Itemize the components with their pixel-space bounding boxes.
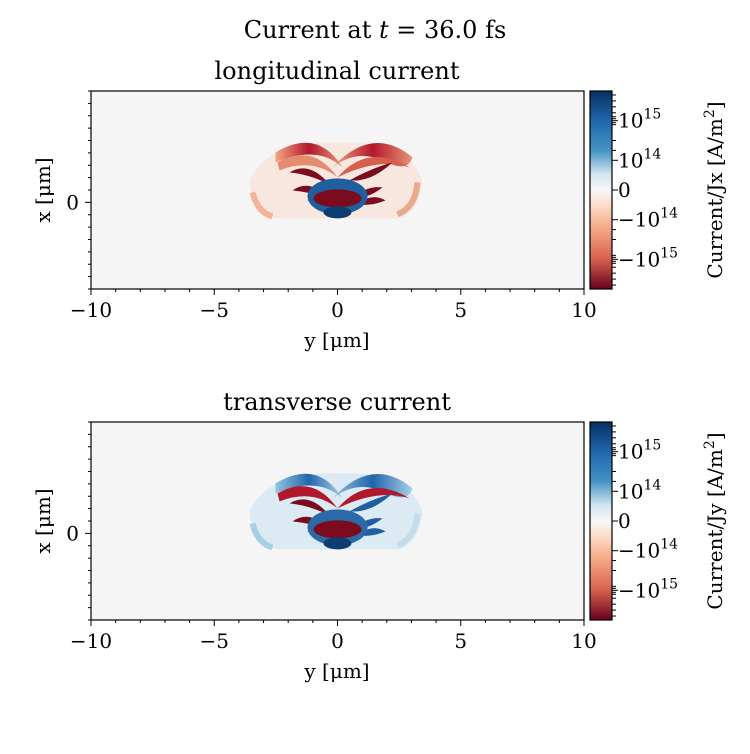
x-tick-label: −5	[200, 298, 229, 322]
y-axis-label: x [μm]	[31, 488, 55, 553]
colorbar-tick-label: −1014	[618, 537, 678, 563]
y-tick-label: 0	[66, 190, 79, 214]
core-dark-blue	[323, 206, 352, 219]
core-dark-red	[313, 189, 362, 208]
panel-transverse: transverse current −10 −5 0 5 10 0 y [μm] x [μm]…	[31, 388, 727, 683]
feather	[289, 499, 330, 516]
x-axis-label: y [μm]	[303, 328, 369, 352]
arc-left	[275, 473, 343, 499]
shell-edge-left	[249, 191, 274, 220]
colorbar-tick-label: −1014	[618, 206, 678, 232]
x-tick-label: −5	[200, 629, 229, 653]
panel-title: longitudinal current	[215, 57, 460, 85]
panel-longitudinal: longitudinal current −10 −5 0 5 10 0 y [μm] x [μ…	[31, 57, 727, 352]
y-axis-label: x [μm]	[31, 157, 55, 222]
colorbar-tick-label: 1015	[618, 438, 661, 464]
figure-title: Current at t = 36.0 fs	[244, 16, 507, 44]
colorbar	[589, 90, 613, 290]
colorbar-tick-label: 1014	[618, 146, 661, 172]
core-dark-red	[313, 520, 362, 539]
colorbar-label: Current/Jy [A/m2]	[702, 432, 727, 609]
x-tick-label: 0	[331, 629, 344, 653]
x-tick-label: 10	[571, 629, 596, 653]
feather	[349, 162, 393, 181]
arc-left-inner	[277, 486, 338, 509]
arc-left-inner	[277, 155, 338, 178]
x-tick-label: 5	[454, 298, 467, 322]
colorbar-tick-label: −1015	[618, 576, 678, 602]
x-axis-label: y [μm]	[303, 659, 369, 683]
panel-title: transverse current	[223, 388, 451, 416]
colorbar-tick-label: 1014	[618, 477, 661, 503]
feather	[289, 168, 330, 185]
x-tick-label: 5	[454, 629, 467, 653]
shell-edge-left	[249, 522, 274, 551]
arc-right-inner	[337, 487, 410, 509]
current-density-map	[249, 473, 423, 551]
x-tick-label: 10	[571, 298, 596, 322]
arc-right-inner	[337, 156, 410, 178]
colorbar-tick-label: 1015	[618, 107, 661, 133]
colorbar-tick-label: 0	[618, 178, 631, 202]
arc-left	[275, 142, 343, 168]
core-dark-blue	[323, 537, 352, 550]
x-tick-label: −10	[70, 298, 112, 322]
current-density-map	[249, 142, 423, 220]
y-tick-label: 0	[66, 521, 79, 545]
shell-edge-right	[396, 182, 421, 218]
shell-edge-right	[396, 513, 421, 549]
colorbar-tick-label: −1015	[618, 245, 678, 271]
x-tick-label: 0	[331, 298, 344, 322]
feather	[349, 493, 393, 512]
colorbar	[589, 421, 613, 621]
colorbar-tick-label: 0	[618, 509, 631, 533]
x-tick-label: −10	[70, 629, 112, 653]
colorbar-label: Current/Jx [A/m2]	[702, 101, 727, 278]
